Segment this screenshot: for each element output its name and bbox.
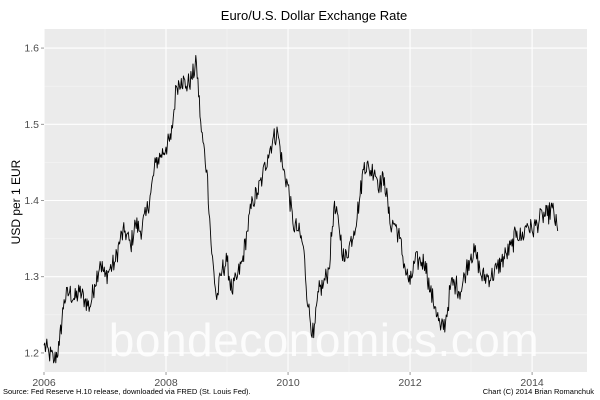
x-tick-label: 2010 bbox=[276, 377, 300, 389]
watermark-text: bondeconomics.com bbox=[109, 314, 539, 366]
copyright-note: Chart (C) 2014 Brian Romanchuk bbox=[483, 387, 595, 396]
source-note: Source: Fed Reserve H.10 release, downlo… bbox=[3, 387, 251, 396]
x-tick-label: 2008 bbox=[154, 377, 178, 389]
chart-title: Euro/U.S. Dollar Exchange Rate bbox=[221, 8, 407, 23]
y-tick-label: 1.5 bbox=[24, 119, 39, 131]
y-axis-ticks: 1.2 1.3 1.4 1.5 1.6 bbox=[24, 43, 44, 359]
x-tick-label: 2014 bbox=[520, 377, 544, 389]
exchange-rate-line bbox=[43, 54, 559, 364]
major-gridlines bbox=[43, 29, 587, 372]
x-tick-label: 2006 bbox=[32, 377, 56, 389]
plot-panel: bondeconomics.com bbox=[43, 29, 587, 372]
y-tick-label: 1.2 bbox=[24, 347, 39, 359]
x-tick-label: 2012 bbox=[398, 377, 422, 389]
y-axis-label: USD per 1 EUR bbox=[9, 159, 23, 244]
y-tick-label: 1.4 bbox=[24, 195, 39, 207]
y-tick-label: 1.6 bbox=[24, 43, 39, 55]
y-tick-label: 1.3 bbox=[24, 271, 39, 283]
x-axis-ticks: 2006 2008 2010 2012 2014 bbox=[32, 372, 544, 389]
